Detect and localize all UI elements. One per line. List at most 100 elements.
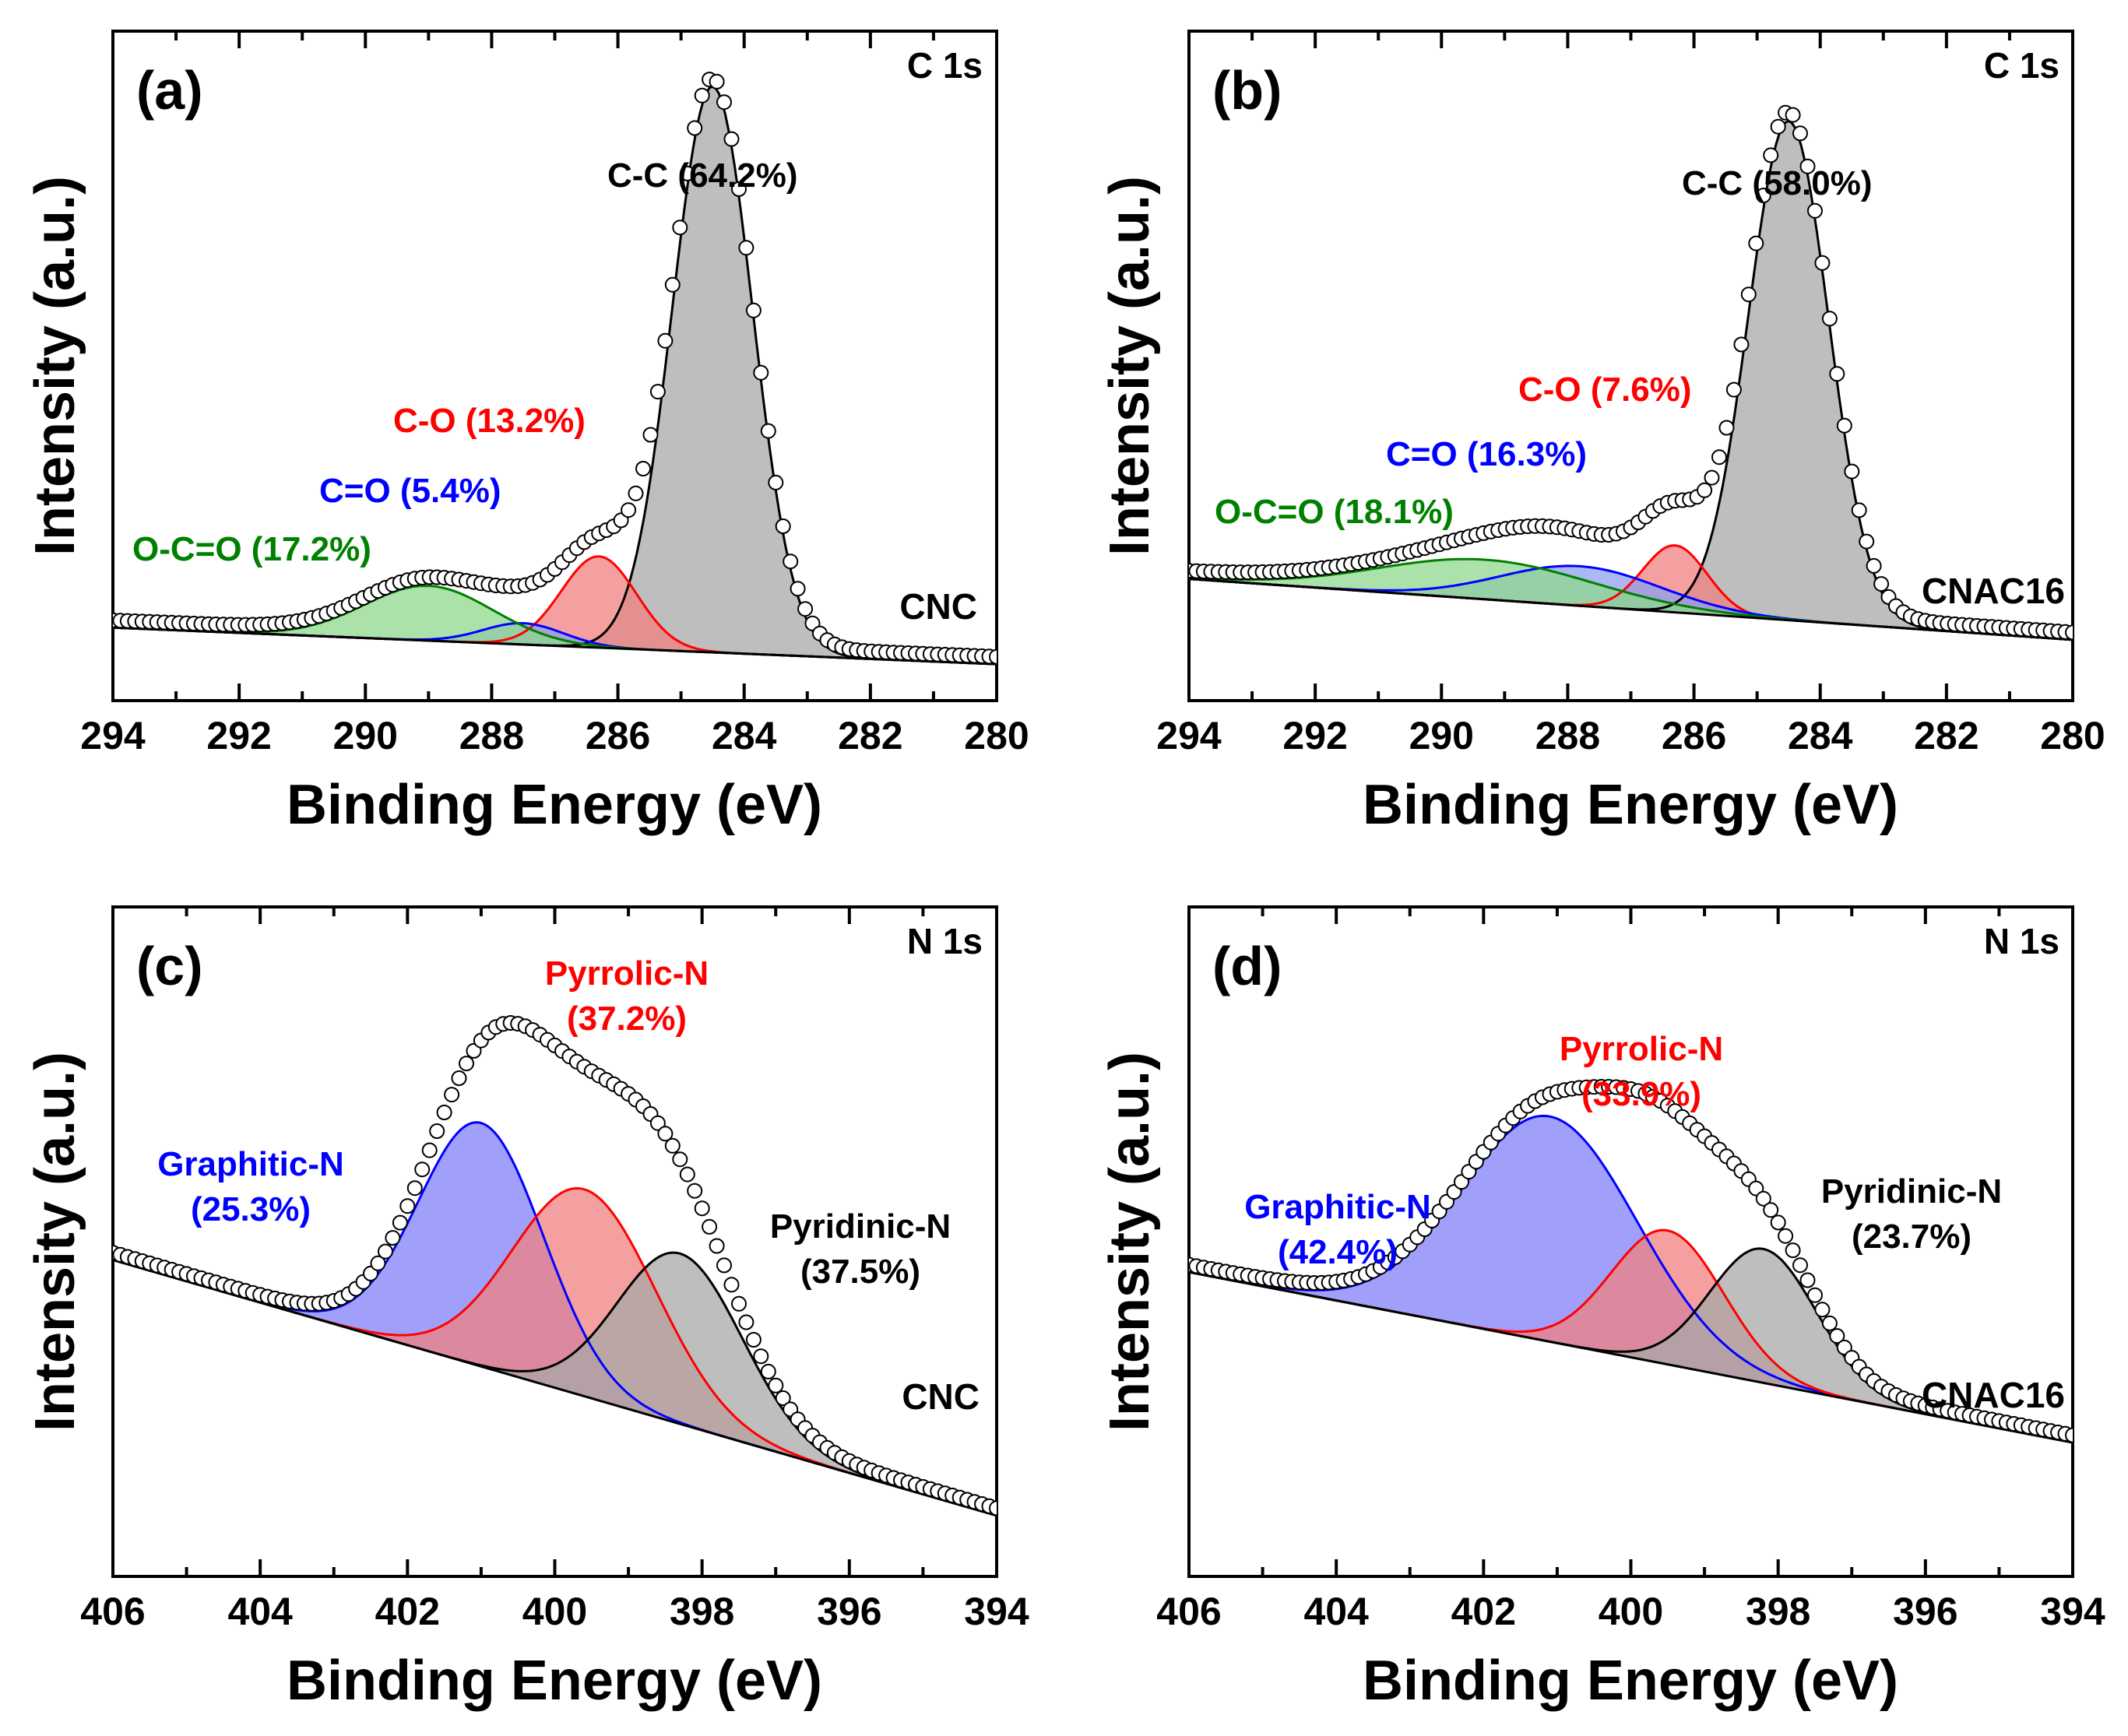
panel-b-ticks — [1187, 31, 2074, 701]
panel-a-letter: (a) — [136, 60, 203, 121]
panel-a-ceo-label: C=O (5.4%) — [319, 472, 501, 510]
x-tick-label: 404 — [1303, 1590, 1369, 1633]
panel-b-ceo-label: C=O (16.3%) — [1386, 435, 1587, 473]
panel-c-letter: (c) — [136, 936, 203, 996]
panel-c-tick-labels: 406 404 402 400 398 396 394 — [80, 1590, 1029, 1633]
data-point — [1748, 235, 1764, 251]
panel-a-co-label: C-O (13.2%) — [393, 402, 586, 440]
x-tick-label: 286 — [586, 714, 650, 757]
data-point — [775, 1390, 791, 1406]
data-point — [649, 1115, 666, 1131]
panel-b-plot — [1189, 104, 2073, 641]
data-point — [1851, 502, 1867, 518]
panel-c-graphitic-label-2: (25.3%) — [191, 1190, 311, 1228]
data-point — [1711, 449, 1727, 466]
data-point — [738, 1314, 754, 1330]
data-point — [1763, 147, 1779, 163]
data-point — [642, 427, 659, 443]
x-tick-label: 286 — [1662, 714, 1726, 757]
data-point — [753, 364, 769, 381]
data-point — [731, 181, 747, 197]
data-point — [672, 220, 688, 236]
data-point — [2065, 624, 2073, 641]
panel-d-tick-labels: 406 404 402 400 398 396 394 — [1156, 1590, 2105, 1633]
data-point — [621, 502, 637, 518]
panel-c-ticks — [111, 907, 998, 1576]
panel-b-sample-label: CNAC16 — [1922, 571, 2065, 611]
background-line — [113, 626, 997, 666]
panel-a-cc-label: C-C (64.2%) — [607, 156, 798, 195]
x-tick-label: 396 — [1893, 1590, 1957, 1633]
panel-d-pyridinic-label-2: (23.7%) — [1852, 1218, 1971, 1256]
component-area-pyrrolic-n — [113, 1188, 997, 1516]
data-point — [444, 1087, 460, 1103]
data-point — [406, 1180, 423, 1197]
data-point — [459, 1056, 474, 1072]
panel-c-graphitic-label-1: Graphitic-N — [157, 1145, 344, 1183]
data-point — [1725, 381, 1742, 398]
data-point — [1799, 158, 1816, 174]
data-point — [1770, 118, 1786, 135]
data-point — [1844, 463, 1860, 480]
data-point — [753, 1348, 769, 1365]
data-point — [1785, 1242, 1801, 1259]
background-line — [1189, 578, 2073, 641]
data-point — [1799, 1272, 1816, 1288]
data-point — [1807, 1287, 1823, 1303]
panel-d-pyrrolic-label-2: (33.9%) — [1581, 1075, 1701, 1113]
panel-d: 406 404 402 400 398 396 394 (d) N 1s CNAC16 Gr… — [1099, 905, 2105, 1712]
x-tick-label: 398 — [1746, 1590, 1810, 1633]
panel-d-letter: (d) — [1212, 936, 1282, 996]
data-point — [783, 553, 799, 570]
data-point — [657, 332, 674, 349]
component-area-pyridinic-n — [113, 1253, 997, 1516]
panel-d-plot — [1189, 1079, 2073, 1444]
panel-a-oceo-label: O-C=O (17.2%) — [132, 530, 371, 568]
x-tick-label: 294 — [80, 714, 146, 757]
panel-c-pyrrolic-label-2: (37.2%) — [567, 1000, 687, 1038]
data-point — [1829, 1328, 1845, 1344]
data-point — [1763, 1202, 1779, 1218]
data-point — [1697, 482, 1713, 498]
component-area-pyrrolic-n — [1189, 1230, 2073, 1443]
data-point — [768, 1377, 784, 1393]
data-point — [1770, 1214, 1786, 1231]
panel-d-ylabel: Intensity (a.u.) — [1099, 1052, 1161, 1432]
data-point — [723, 131, 740, 147]
panel-b-tick-labels: 294 292 290 288 286 284 282 280 — [1156, 714, 2105, 757]
panel-b-ylabel: Intensity (a.u.) — [1099, 176, 1161, 556]
component-area-o-c-o — [1189, 559, 2073, 640]
data-point — [664, 276, 681, 293]
x-tick-label: 292 — [206, 714, 271, 757]
x-tick-label: 288 — [459, 714, 524, 757]
data-point — [731, 1295, 747, 1312]
data-point — [760, 1363, 776, 1379]
x-tick-label: 406 — [80, 1590, 145, 1633]
panel-b: 294 292 290 288 286 284 282 280 (b) C 1s CNAC16… — [1099, 30, 2105, 836]
data-point — [716, 1257, 732, 1274]
panel-d-graphitic-label-1: Graphitic-N — [1244, 1188, 1431, 1226]
x-tick-label: 284 — [1788, 714, 1853, 757]
data-point — [399, 1198, 416, 1214]
data-point — [385, 1230, 401, 1246]
panel-b-co-label: C-O (7.6%) — [1518, 371, 1691, 409]
data-point — [709, 73, 725, 90]
x-tick-label: 402 — [375, 1590, 440, 1633]
panel-a-xlabel: Binding Energy (eV) — [287, 774, 822, 836]
data-point — [1740, 286, 1757, 303]
data-point — [989, 1500, 997, 1516]
x-tick-label: 280 — [964, 714, 1029, 757]
data-point — [1792, 1257, 1808, 1274]
data-point — [989, 648, 997, 665]
x-tick-label: 400 — [1599, 1590, 1663, 1633]
data-point — [702, 1218, 718, 1235]
x-tick-label: 292 — [1282, 714, 1347, 757]
panel-c: 406 404 402 400 398 396 394 (c) N 1s CNC Graph… — [24, 905, 1029, 1712]
panel-c-sample-label: CNC — [902, 1376, 980, 1417]
panel-c-plot — [113, 1015, 997, 1517]
data-point — [775, 518, 791, 534]
panel-b-letter: (b) — [1212, 60, 1282, 121]
data-point — [797, 601, 814, 617]
data-point — [745, 302, 762, 318]
